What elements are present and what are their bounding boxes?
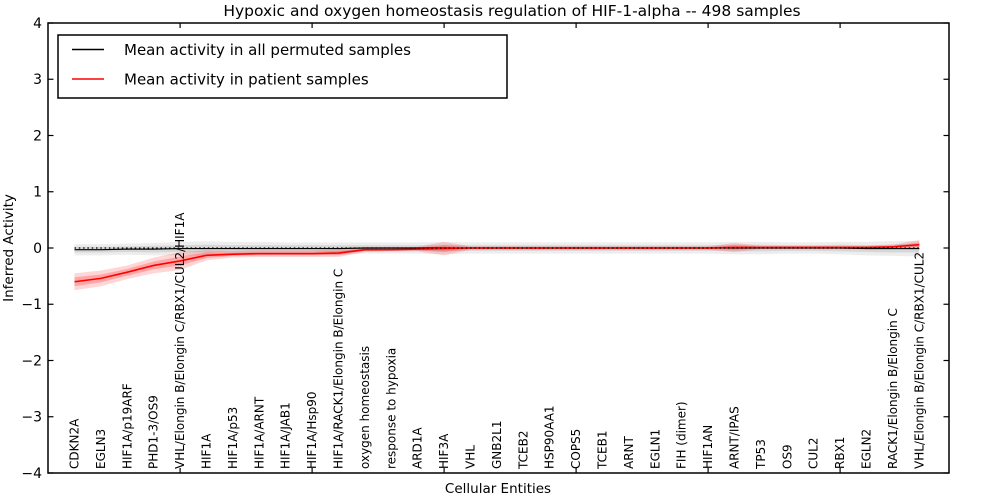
x-category-label: TCEB1 xyxy=(596,431,610,470)
x-category-label: HIF3A xyxy=(437,433,451,469)
x-category-label: OS9 xyxy=(780,444,794,469)
x-category-label: ARNT xyxy=(622,435,636,469)
y-axis-ticks: 4 3 2 1 0 −1 −2 −3 −4 xyxy=(21,16,949,482)
x-category-label: HIF1AN xyxy=(701,425,715,469)
y-tick-label: 2 xyxy=(33,128,42,144)
x-category-label: oxygen homeostasis xyxy=(358,346,372,469)
x-category-label: HIF1A/p19ARF xyxy=(120,383,134,469)
x-category-label: ARNT/IPAS xyxy=(728,406,742,469)
y-tick-label: 3 xyxy=(33,72,42,88)
x-category-label: HIF1A/RACK1/Elongin B/Elongin C xyxy=(332,269,346,469)
x-category-label: VHL/Elongin B/Elongin C/RBX1/CUL2/HIF1A xyxy=(173,212,187,469)
x-category-label: COPS5 xyxy=(569,429,583,469)
y-tick-label: 1 xyxy=(33,185,42,201)
legend: Mean activity in all permuted samples Me… xyxy=(57,34,508,99)
x-category-label: FIH (dimer) xyxy=(675,401,689,469)
x-category-label: TP53 xyxy=(754,439,768,470)
x-category-label: HIF1A/JAB1 xyxy=(279,402,293,469)
x-category-label: HIF1A/Hsp90 xyxy=(305,391,319,469)
x-category-label: HIF1A xyxy=(200,433,214,469)
y-tick-label: −4 xyxy=(21,466,42,482)
x-category-label: TCEB2 xyxy=(516,431,530,470)
chart-title: Hypoxic and oxygen homeostasis regulatio… xyxy=(223,2,800,20)
x-category-label: EGLN1 xyxy=(648,429,662,469)
legend-label-permuted-samples: Mean activity in all permuted samples xyxy=(124,41,411,59)
x-category-label: EGLN3 xyxy=(94,429,108,469)
x-category-labels: CDKN2A EGLN3 HIF1A/p19ARF PHD1-3/OS9 VHL/Elo… xyxy=(68,212,927,470)
x-category-label: CUL2 xyxy=(807,438,821,469)
x-category-label: RACK1/Elongin B/Elongin C xyxy=(886,308,900,469)
series-lines xyxy=(74,243,920,283)
x-category-label: HIF1A/ARNT xyxy=(252,396,266,469)
legend-label-patient-samples: Mean activity in patient samples xyxy=(124,71,369,89)
y-axis-label: Inferred Activity xyxy=(1,194,17,302)
x-category-label: VHL/Elongin B/Elongin C/RBX1/CUL2 xyxy=(912,252,926,469)
x-category-label: HSP90AA1 xyxy=(543,405,557,469)
legend-box xyxy=(57,34,508,99)
x-category-label: VHL xyxy=(464,445,478,469)
x-axis-label: Cellular Entities xyxy=(445,481,551,497)
y-tick-label: −3 xyxy=(21,410,42,426)
y-tick-label: −2 xyxy=(21,353,42,369)
x-category-label: HIF1A/p53 xyxy=(226,407,240,469)
x-category-label: ARD1A xyxy=(411,427,425,469)
x-category-label: GNB2L1 xyxy=(490,421,504,469)
x-category-label: response to hypoxia xyxy=(384,348,398,469)
x-category-label: CDKN2A xyxy=(68,418,82,469)
y-tick-label: −1 xyxy=(21,297,42,313)
x-category-label: EGLN2 xyxy=(860,429,874,469)
y-tick-label: 0 xyxy=(33,241,42,257)
y-tick-label: 4 xyxy=(33,16,42,32)
x-category-label: RBX1 xyxy=(833,437,847,469)
band-outer-series-1 xyxy=(74,240,920,291)
x-category-label: PHD1-3/OS9 xyxy=(147,395,161,469)
x-axis-ticks xyxy=(179,23,841,473)
